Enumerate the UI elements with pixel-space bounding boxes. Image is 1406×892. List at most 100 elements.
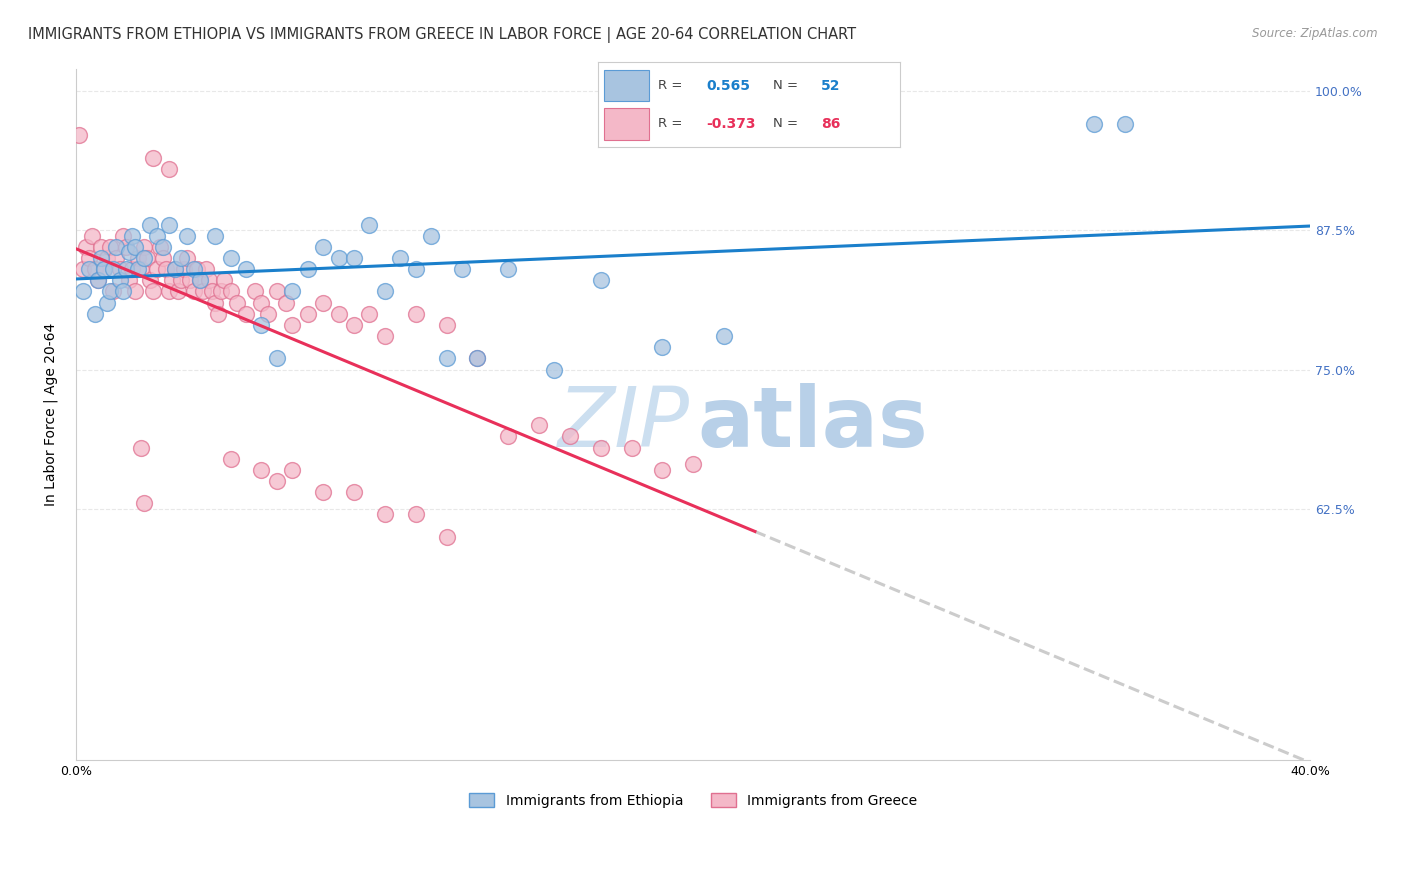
Point [186, 262, 208, 277]
Point [374, 508, 396, 522]
Point [266, 474, 288, 488]
Point [558, 429, 581, 443]
Point [139, 218, 162, 232]
Point [436, 318, 458, 332]
Text: 0.565: 0.565 [706, 78, 751, 93]
Point [176, 228, 198, 243]
Text: IMMIGRANTS FROM ETHIOPIA VS IMMIGRANTS FROM GREECE IN LABOR FORCE | AGE 20-64 CO: IMMIGRANTS FROM ETHIOPIA VS IMMIGRANTS F… [28, 27, 856, 43]
Point [651, 463, 673, 477]
Point [134, 251, 156, 265]
Point [1083, 117, 1105, 131]
Point [235, 307, 257, 321]
Point [136, 251, 159, 265]
Point [114, 262, 136, 277]
Point [121, 262, 143, 277]
Point [389, 251, 412, 265]
Point [176, 251, 198, 265]
Point [170, 251, 193, 265]
Point [188, 273, 211, 287]
FancyBboxPatch shape [603, 70, 650, 102]
Point [245, 285, 267, 299]
Point [312, 485, 335, 500]
Point [96, 295, 118, 310]
Point [188, 273, 211, 287]
Point [111, 228, 134, 243]
Point [121, 228, 143, 243]
Point [129, 262, 152, 277]
Point [87, 273, 110, 287]
Point [98, 240, 121, 254]
Text: atlas: atlas [697, 383, 928, 464]
Point [420, 228, 443, 243]
Point [152, 240, 174, 254]
Point [93, 262, 115, 277]
Point [111, 285, 134, 299]
Point [179, 273, 201, 287]
Text: R =: R = [658, 79, 686, 92]
Point [682, 457, 704, 471]
Point [127, 262, 149, 277]
Point [134, 496, 156, 510]
Point [183, 262, 205, 277]
Point [90, 240, 112, 254]
Point [194, 262, 217, 277]
Point [266, 285, 288, 299]
Point [157, 285, 180, 299]
Point [124, 285, 146, 299]
Point [328, 251, 350, 265]
Point [145, 228, 167, 243]
Point [160, 273, 183, 287]
Point [436, 530, 458, 544]
Point [651, 340, 673, 354]
Point [620, 441, 643, 455]
Legend: Immigrants from Ethiopia, Immigrants from Greece: Immigrants from Ethiopia, Immigrants fro… [463, 786, 924, 815]
Point [80, 228, 103, 243]
Point [145, 262, 167, 277]
Point [359, 307, 381, 321]
Point [201, 285, 224, 299]
Point [124, 240, 146, 254]
Point [204, 228, 226, 243]
Text: Source: ZipAtlas.com: Source: ZipAtlas.com [1253, 27, 1378, 40]
Point [118, 273, 141, 287]
Point [589, 273, 612, 287]
Point [405, 262, 427, 277]
Point [155, 262, 177, 277]
Point [467, 351, 489, 366]
Point [204, 295, 226, 310]
Point [191, 285, 214, 299]
Point [256, 307, 278, 321]
Point [93, 262, 115, 277]
Y-axis label: In Labor Force | Age 20-64: In Labor Force | Age 20-64 [44, 323, 58, 506]
Point [90, 251, 112, 265]
Point [139, 273, 162, 287]
Point [214, 273, 236, 287]
Point [297, 262, 319, 277]
Point [96, 251, 118, 265]
Point [297, 307, 319, 321]
Point [75, 240, 97, 254]
Point [527, 418, 550, 433]
Text: ZIP: ZIP [558, 383, 689, 464]
Point [83, 262, 105, 277]
Point [127, 251, 149, 265]
Point [170, 273, 193, 287]
Text: R =: R = [658, 118, 686, 130]
Point [173, 262, 195, 277]
Point [108, 262, 131, 277]
Point [209, 285, 232, 299]
Point [436, 351, 458, 366]
Point [165, 262, 187, 277]
Point [281, 318, 304, 332]
Point [152, 251, 174, 265]
Point [281, 285, 304, 299]
Point [157, 161, 180, 176]
Point [219, 451, 242, 466]
Point [250, 295, 273, 310]
Point [235, 262, 257, 277]
Text: 86: 86 [821, 117, 841, 131]
Point [312, 295, 335, 310]
Point [129, 441, 152, 455]
Point [183, 285, 205, 299]
Point [374, 285, 396, 299]
